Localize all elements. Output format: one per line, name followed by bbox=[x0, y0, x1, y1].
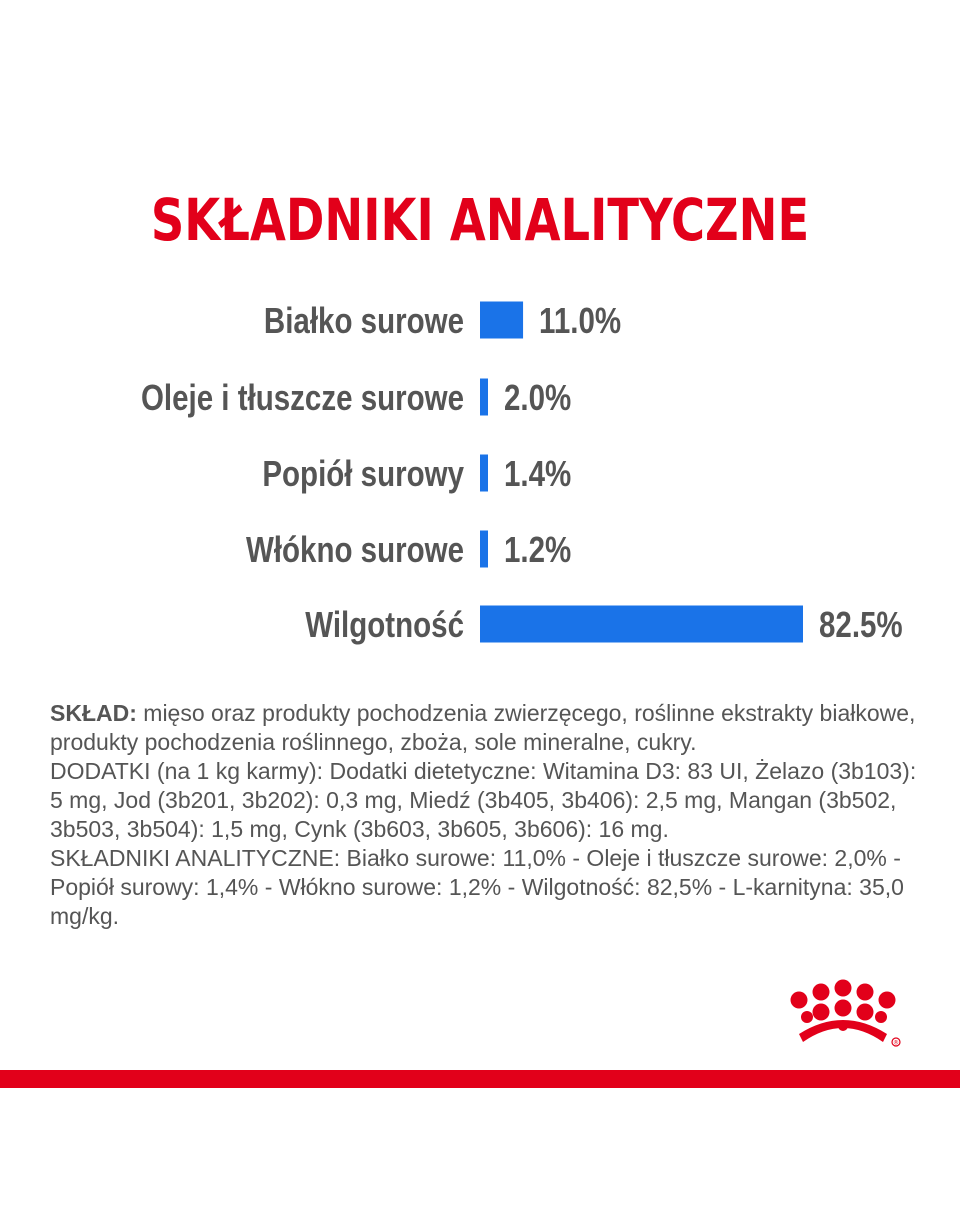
bar bbox=[480, 530, 488, 568]
value-label: 1.4% bbox=[504, 453, 571, 493]
value-label: 2.0% bbox=[504, 377, 571, 417]
composition-paragraph: SKŁAD: mięso oraz produkty pochodzenia z… bbox=[50, 699, 920, 757]
bar bbox=[480, 378, 488, 416]
value-label: 11.0% bbox=[539, 300, 621, 340]
category-label: Oleje i tłuszcze surowe bbox=[141, 377, 464, 417]
composition-ingredients: mięso oraz produkty pochodzenia zwierzęc… bbox=[50, 700, 916, 755]
category-label: Białko surowe bbox=[264, 300, 464, 340]
crown-logo-icon: ® bbox=[790, 979, 901, 1047]
bar bbox=[480, 301, 524, 339]
brand-band bbox=[0, 1070, 960, 1088]
bar bbox=[480, 454, 488, 492]
category-label: Wilgotność bbox=[305, 604, 464, 644]
composition-text: SKŁAD: mięso oraz produkty pochodzenia z… bbox=[50, 699, 920, 931]
nutrient-bar-chart: Białko surowe 11.0% Oleje i tłuszcze surow… bbox=[141, 300, 903, 644]
value-label: 82.5% bbox=[819, 604, 903, 644]
composition-analytical: SKŁADNIKI ANALITYCZNE: Białko surowe: 11… bbox=[50, 845, 904, 929]
composition-additives: DODATKI (na 1 kg karmy): Dodatki dietety… bbox=[50, 758, 917, 842]
value-label: 1.2% bbox=[504, 529, 571, 569]
bar bbox=[480, 605, 803, 643]
svg-text:®: ® bbox=[893, 1040, 899, 1047]
page-title: SKŁADNIKI ANALITYCZNE bbox=[150, 186, 810, 254]
category-label: Popiół surowy bbox=[262, 453, 464, 493]
category-label: Włókno surowe bbox=[246, 529, 464, 569]
composition-lead: SKŁAD: bbox=[50, 700, 137, 726]
